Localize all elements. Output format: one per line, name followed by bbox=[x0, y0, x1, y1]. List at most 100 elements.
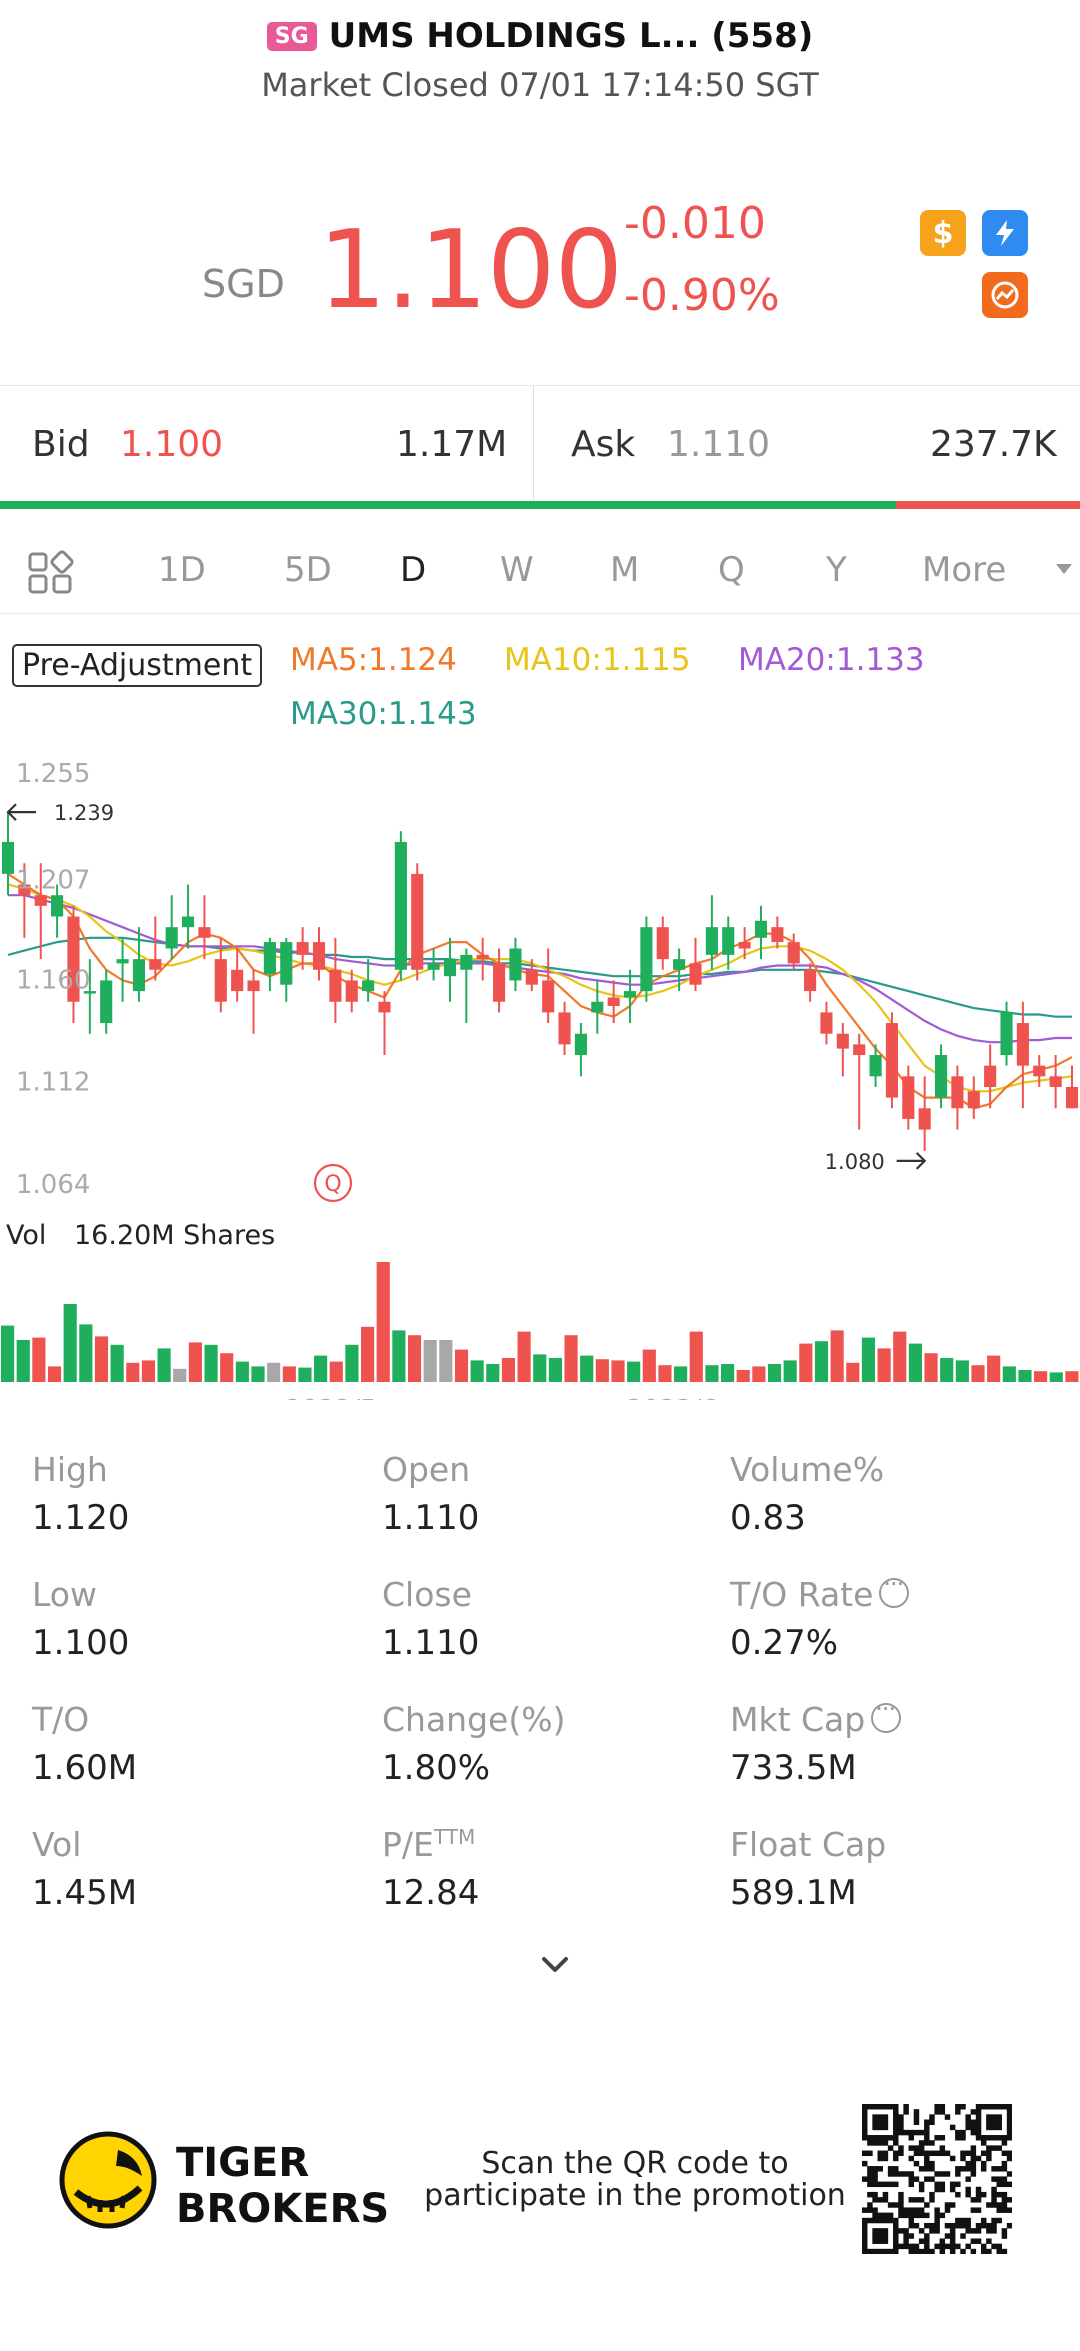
qr-module bbox=[862, 2104, 868, 2110]
volume-bar bbox=[1018, 1370, 1032, 1382]
volume-bar bbox=[63, 1304, 77, 1382]
qr-module bbox=[929, 2150, 935, 2157]
volume-bar bbox=[611, 1360, 625, 1382]
tab-1d[interactable]: 1D bbox=[158, 550, 206, 590]
qr-module bbox=[867, 2171, 873, 2177]
qr-module bbox=[991, 2119, 997, 2125]
candle-body bbox=[673, 959, 686, 970]
volume-label: Vol bbox=[6, 1220, 46, 1251]
volume-bar bbox=[173, 1368, 187, 1382]
qr-module bbox=[918, 2150, 925, 2157]
qr-module bbox=[893, 2181, 899, 2188]
qr-module bbox=[872, 2233, 878, 2239]
candle-body bbox=[132, 959, 146, 992]
candle-body bbox=[182, 916, 195, 928]
tab-q[interactable]: Q bbox=[718, 550, 745, 590]
qr-module bbox=[991, 2166, 997, 2172]
stock-title[interactable]: UMS HOLDINGS L... (558) bbox=[328, 16, 814, 56]
tab-more[interactable]: More bbox=[922, 550, 1007, 590]
tab-m[interactable]: M bbox=[610, 550, 640, 590]
qr-module bbox=[980, 2140, 987, 2146]
qr-module bbox=[918, 2186, 925, 2193]
qr-module bbox=[867, 2166, 873, 2172]
candlestick-chart[interactable]: 1.255 1.207 1.160 1.112 1.064 1.239 1.080 Q Vol… bbox=[0, 740, 1080, 1400]
qr-module bbox=[1001, 2181, 1008, 2188]
stat-label-turnover-rate-text: T/O Rate bbox=[730, 1575, 874, 1614]
qr-module bbox=[872, 2212, 878, 2219]
qr-module bbox=[882, 2140, 889, 2146]
bid-ask-bar[interactable]: Bid 1.100 1.17M Ask 1.110 237.7K bbox=[0, 385, 1080, 509]
volume-bar bbox=[1049, 1372, 1063, 1382]
qr-module bbox=[949, 2228, 956, 2234]
qr-module bbox=[955, 2191, 961, 2198]
qr-module bbox=[949, 2181, 956, 2188]
qr-module bbox=[898, 2145, 904, 2151]
stat-value-volume-pct: 0.83 bbox=[730, 1498, 806, 1538]
qr-module bbox=[970, 2248, 977, 2254]
volume-bar bbox=[846, 1362, 860, 1382]
qr-module bbox=[862, 2160, 868, 2167]
qr-module bbox=[929, 2228, 935, 2234]
qr-module bbox=[960, 2135, 966, 2141]
qr-module bbox=[960, 2217, 966, 2224]
qr-module bbox=[872, 2119, 878, 2125]
qr-module bbox=[996, 2124, 1002, 2131]
qr-module bbox=[1001, 2228, 1008, 2234]
volume-bar bbox=[517, 1331, 531, 1382]
qr-module bbox=[893, 2166, 899, 2172]
chevron-down-icon[interactable] bbox=[1056, 564, 1072, 574]
candle-body bbox=[280, 942, 293, 985]
expand-chevron-icon[interactable] bbox=[538, 1948, 572, 1982]
pre-adjustment-toggle[interactable]: Pre-Adjustment bbox=[12, 644, 263, 687]
qr-module bbox=[913, 2114, 920, 2120]
swap-icon[interactable] bbox=[982, 272, 1028, 318]
tab-w[interactable]: W bbox=[500, 550, 534, 590]
qr-module bbox=[996, 2202, 1002, 2208]
qr-module bbox=[913, 2145, 920, 2151]
volume-bar bbox=[689, 1331, 703, 1382]
qr-module bbox=[877, 2197, 883, 2203]
qr-module bbox=[955, 2217, 961, 2224]
tab-y[interactable]: Y bbox=[826, 550, 847, 590]
candle-body bbox=[362, 980, 375, 992]
candle-body bbox=[411, 873, 424, 970]
stat-value-low: 1.100 bbox=[32, 1623, 130, 1663]
qr-module bbox=[975, 2124, 982, 2131]
volume-bar bbox=[16, 1340, 30, 1382]
dollar-icon[interactable]: $ bbox=[920, 210, 966, 256]
title-row: SG UMS HOLDINGS L... (558) bbox=[0, 16, 1080, 56]
qr-module bbox=[908, 2181, 915, 2188]
stat-label-pe-sup: TTM bbox=[433, 1825, 476, 1849]
grid-layout-icon[interactable] bbox=[28, 550, 74, 596]
qr-module bbox=[908, 2217, 915, 2224]
candle-body bbox=[656, 927, 669, 960]
flash-icon[interactable] bbox=[982, 210, 1028, 256]
more-info-icon[interactable] bbox=[871, 1695, 902, 1733]
qr-module bbox=[1006, 2155, 1012, 2162]
more-info-icon[interactable] bbox=[879, 1570, 910, 1608]
qr-module bbox=[1001, 2135, 1008, 2141]
qr-module bbox=[986, 2202, 992, 2208]
qr-module bbox=[898, 2191, 904, 2198]
stat-label-mkt-cap: Mkt Cap bbox=[730, 1695, 902, 1739]
tab-5d[interactable]: 5D bbox=[284, 550, 332, 590]
candle-body bbox=[918, 1108, 931, 1130]
qr-module bbox=[862, 2207, 868, 2213]
y-tick-label: 1.160 bbox=[16, 965, 90, 995]
qr-module bbox=[1006, 2104, 1012, 2110]
qr-module bbox=[867, 2248, 873, 2254]
stat-label-turnover-rate: T/O Rate bbox=[730, 1570, 910, 1614]
event-marker-icon bbox=[313, 1163, 353, 1203]
qr-module bbox=[893, 2228, 899, 2234]
qr-module bbox=[1006, 2129, 1012, 2136]
qr-module bbox=[991, 2104, 997, 2110]
tab-d[interactable]: D bbox=[400, 550, 427, 590]
qr-module bbox=[996, 2207, 1002, 2213]
qr-module bbox=[898, 2114, 904, 2120]
qr-module bbox=[893, 2171, 899, 2177]
qr-module bbox=[955, 2222, 961, 2229]
volume-bar bbox=[736, 1370, 750, 1382]
qr-module bbox=[882, 2150, 889, 2157]
qr-module bbox=[986, 2114, 992, 2120]
qr-module bbox=[939, 2109, 946, 2115]
